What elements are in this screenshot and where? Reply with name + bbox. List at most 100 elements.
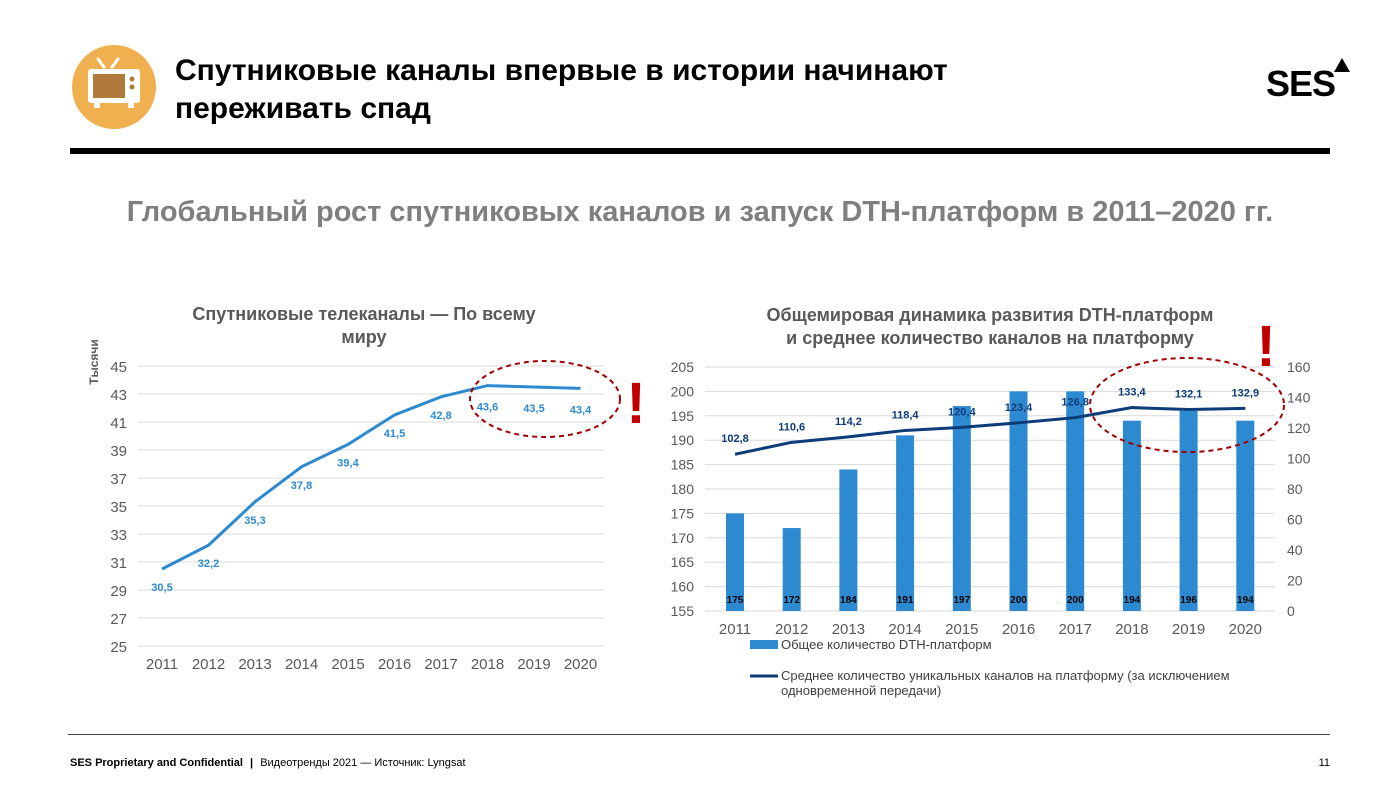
dth-platforms-chart: Общемировая динамика развития DTH-платфо… [671,305,1311,698]
chart1-data-label: 42,8 [430,410,451,422]
chart2-x-tick-label: 2020 [1229,621,1262,638]
chart1-x-tick-label: 2012 [192,656,225,673]
chart1-data-label: 35,3 [244,515,265,527]
tv-icon [88,57,140,108]
chart1-data-label: 32,2 [198,558,219,570]
chart1-data-label: 43,4 [570,404,592,416]
chart2-line-label: 120,4 [948,406,976,418]
chart2-bar-label: 172 [783,595,800,606]
chart2-line-label: 126,8 [1061,397,1089,409]
chart2-y-right-tick-label: 20 [1287,573,1303,589]
chart2-bar-label: 191 [897,595,914,606]
chart2-line-label: 114,2 [835,416,862,428]
satellite-channels-chart: Спутниковые телеканалы — По всему миру Т… [87,304,646,673]
chart2-bar [782,528,801,611]
chart2-bar [952,406,971,611]
chart1-title-line2: миру [341,327,386,347]
tv-logo-icon [72,45,156,129]
chart1-x-tick-label: 2016 [378,656,411,673]
chart2-bar [1122,420,1141,611]
legend-line-label-line2: одновременной передачи) [781,683,941,698]
chart2-x-tick-label: 2018 [1115,621,1148,638]
chart2-bar [896,435,915,611]
chart2-x-tick-label: 2011 [719,621,751,638]
page-title-line1: Спутниковые каналы впервые в истории нач… [175,54,948,87]
ses-logo-text: SES [1266,63,1335,103]
chart2-x-tick-label: 2015 [945,621,978,638]
chart2-y-left-tick-label: 180 [671,481,695,497]
chart1-x-tick-label: 2015 [331,656,364,673]
chart2-bar [726,513,744,611]
chart2-bar-label: 194 [1124,595,1141,606]
chart2-line-label: 132,9 [1232,387,1260,399]
chart2-y-left-tick-label: 155 [671,603,695,619]
chart2-bar [1236,420,1255,611]
chart2-bar-label: 175 [727,595,744,606]
chart2-y-right-tick-label: 60 [1287,512,1303,528]
chart2-bar [839,469,858,611]
footer-source: Видеотренды 2021 — Источник: Lyngsat [260,757,466,769]
chart1-series-line [161,384,581,571]
chart2-bar [1066,391,1085,611]
chart2-y-right-tick-label: 160 [1287,359,1311,375]
chart1-data-label: 43,5 [523,403,544,415]
chart2-line-label: 110,6 [778,421,805,433]
chart2-y-left-tick-label: 195 [671,408,695,424]
ses-logo: SES [1266,58,1356,108]
chart2-title-line2: и среднее количество каналов на платформ… [786,328,1194,348]
chart1-data-label: 30,5 [151,582,172,594]
chart2-line-label: 118,4 [892,409,920,421]
chart2-bar [1179,410,1198,611]
chart2-y-left-tick-label: 200 [671,383,695,399]
chart2-x-tick-label: 2016 [1002,621,1035,638]
chart2-bar-label: 184 [840,595,857,606]
slide-subtitle: Глобальный рост спутниковых каналов и за… [126,196,1274,228]
chart2-y-left-tick-label: 165 [671,554,695,570]
footer-separator: | [250,757,254,769]
chart1-x-tick-label: 2020 [564,656,597,673]
chart1-x-tick-label: 2017 [424,656,457,673]
chart2-bar-label: 200 [1067,595,1084,606]
legend-line-label-line1: Среднее количество уникальных каналов на… [781,668,1230,683]
chart2-bar-label: 200 [1010,595,1027,606]
chart2-bar-label: 194 [1237,595,1254,606]
chart1-data-label: 41,5 [384,428,405,440]
footer-confidential: SES Proprietary and Confidential [70,757,243,769]
chart1-y-tick-label: 27 [110,611,127,628]
chart2-line-label: 102,8 [721,433,749,445]
chart1-x-tick-label: 2013 [238,656,271,673]
chart2-y-left-tick-label: 190 [671,432,695,448]
chart1-exclamation-annotation: ! [626,371,645,436]
chart2-title-line1: Общемировая динамика развития DTH-платфо… [767,305,1214,325]
chart2-y-left-tick-label: 160 [671,579,695,595]
chart1-y-tick-label: 29 [110,583,127,600]
chart2-y-left-tick-label: 170 [671,530,695,546]
footer-text: SES Proprietary and Confidential | Видео… [70,757,466,769]
chart2-line-label: 132,1 [1175,389,1203,401]
chart2-y-right-tick-label: 40 [1287,542,1303,558]
chart1-y-tick-label: 33 [110,527,127,544]
chart1-y-tick-label: 35 [110,499,127,516]
chart1-x-tick-label: 2018 [471,656,504,673]
chart1-y-tick-label: 31 [110,555,127,572]
chart2-line-label: 133,4 [1118,387,1146,399]
chart1-y-tick-label: 25 [110,639,127,656]
chart2-series-line [734,406,1246,456]
legend-bar-label: Общее количество DTH-платформ [781,637,992,652]
chart2-y-right-tick-label: 140 [1287,390,1311,406]
chart2-y-left-tick-label: 185 [671,457,695,473]
chart2-bar-label: 197 [953,595,970,606]
chart1-y-tick-label: 39 [110,443,127,460]
legend-bar-swatch [750,640,778,649]
chart2-x-tick-label: 2012 [775,621,808,638]
chart2-exclamation-annotation: ! [1256,314,1275,379]
chart2-y-right-tick-label: 100 [1287,451,1311,467]
chart2-line-label: 123,4 [1005,402,1033,414]
header-divider [70,148,1330,154]
page-number: 11 [1318,757,1330,769]
chart2-y-left-tick-label: 175 [671,505,695,521]
chart1-y-tick-label: 43 [110,387,127,404]
chart1-x-tick-label: 2019 [517,656,550,673]
chart2-highlight-ellipse [1089,357,1285,453]
chart2-x-tick-label: 2014 [888,621,921,638]
